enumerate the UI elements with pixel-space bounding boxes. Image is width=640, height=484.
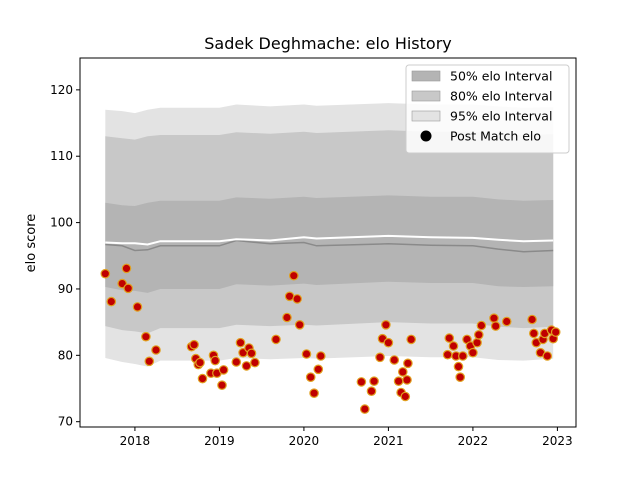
data-point bbox=[442, 349, 453, 360]
data-point bbox=[448, 341, 459, 351]
data-point bbox=[375, 352, 385, 363]
data-point bbox=[288, 270, 299, 281]
legend-label: 50% elo Interval bbox=[450, 69, 552, 84]
data-point bbox=[527, 314, 537, 325]
data-point bbox=[241, 361, 252, 371]
data-point bbox=[294, 319, 305, 330]
data-point bbox=[402, 375, 412, 385]
data-point bbox=[453, 361, 464, 372]
data-point bbox=[197, 373, 208, 384]
x-tick-label: 2019 bbox=[204, 434, 235, 448]
axes: 2018 2019 2020 2021 2022 2023 70 80 90 100 110 120 bbox=[50, 57, 577, 448]
data-point bbox=[381, 319, 391, 330]
y-tick-label: 110 bbox=[50, 149, 73, 163]
data-point bbox=[397, 367, 408, 377]
data-point bbox=[406, 334, 416, 345]
x-tick-label: 2020 bbox=[289, 434, 320, 448]
data-point bbox=[292, 294, 302, 304]
data-point bbox=[217, 380, 227, 390]
plot-frame bbox=[79, 57, 577, 428]
x-tick-label: 2023 bbox=[542, 434, 573, 448]
data-point bbox=[393, 376, 404, 386]
data-point bbox=[366, 386, 377, 396]
legend-swatch bbox=[411, 110, 441, 122]
legend-box bbox=[405, 64, 570, 154]
data-point bbox=[528, 328, 539, 339]
band-50 bbox=[105, 195, 554, 293]
data-point bbox=[489, 313, 499, 323]
legend-swatch bbox=[411, 90, 441, 102]
data-point bbox=[473, 329, 484, 340]
data-point bbox=[151, 345, 161, 355]
data-point bbox=[309, 388, 319, 398]
legend: 50% elo Interval 80% elo Interval 95% elo … bbox=[405, 64, 570, 154]
data-point bbox=[457, 351, 468, 361]
data-point bbox=[235, 337, 246, 348]
data-point bbox=[144, 356, 155, 367]
data-point bbox=[282, 312, 292, 323]
y-tick-label: 80 bbox=[58, 348, 73, 362]
legend-swatch bbox=[411, 70, 441, 82]
data-point bbox=[301, 349, 312, 359]
data-point bbox=[132, 302, 143, 312]
legend-marker bbox=[420, 130, 432, 142]
data-point bbox=[315, 351, 326, 361]
data-point bbox=[359, 404, 370, 414]
mean-line bbox=[105, 234, 554, 246]
y-tick-label: 70 bbox=[58, 415, 73, 429]
x-tick-label: 2022 bbox=[458, 434, 489, 448]
data-point bbox=[468, 347, 478, 358]
plot-area bbox=[100, 103, 561, 414]
x-tick-label: 2018 bbox=[120, 434, 151, 448]
data-point bbox=[141, 331, 151, 342]
data-point bbox=[383, 337, 394, 348]
data-point bbox=[476, 320, 487, 331]
data-point bbox=[490, 321, 501, 331]
legend-label: 80% elo Interval bbox=[450, 89, 552, 104]
data-point bbox=[356, 377, 367, 387]
data-point bbox=[100, 268, 111, 279]
data-point bbox=[400, 391, 411, 402]
data-point bbox=[455, 372, 465, 382]
data-point bbox=[369, 376, 379, 386]
data-point bbox=[189, 339, 199, 350]
data-point bbox=[403, 358, 413, 369]
data-point bbox=[305, 372, 316, 382]
chart-title: Sadek Deghmache: elo History bbox=[204, 34, 452, 53]
data-point bbox=[389, 355, 400, 365]
data-point bbox=[123, 283, 133, 294]
median-line bbox=[105, 239, 554, 253]
data-point bbox=[542, 351, 553, 361]
data-point bbox=[195, 357, 205, 368]
data-point bbox=[231, 357, 242, 367]
data-point bbox=[246, 348, 257, 359]
data-point bbox=[250, 357, 260, 368]
legend-label: Post Match elo bbox=[450, 129, 541, 144]
data-point bbox=[210, 355, 220, 366]
data-point bbox=[550, 327, 561, 337]
data-point bbox=[106, 296, 117, 307]
y-tick-label: 100 bbox=[50, 216, 73, 230]
y-axis-label: elo score bbox=[24, 214, 39, 273]
data-point bbox=[501, 316, 512, 327]
data-point bbox=[472, 337, 482, 348]
data-point bbox=[444, 333, 455, 343]
x-tick-label: 2021 bbox=[373, 434, 404, 448]
legend-label: 95% elo Interval bbox=[450, 109, 552, 124]
data-point bbox=[271, 334, 281, 345]
data-point bbox=[121, 263, 132, 274]
y-tick-label: 120 bbox=[50, 83, 73, 97]
data-point bbox=[218, 365, 229, 375]
y-tick-label: 90 bbox=[58, 282, 73, 296]
data-point bbox=[313, 364, 324, 375]
